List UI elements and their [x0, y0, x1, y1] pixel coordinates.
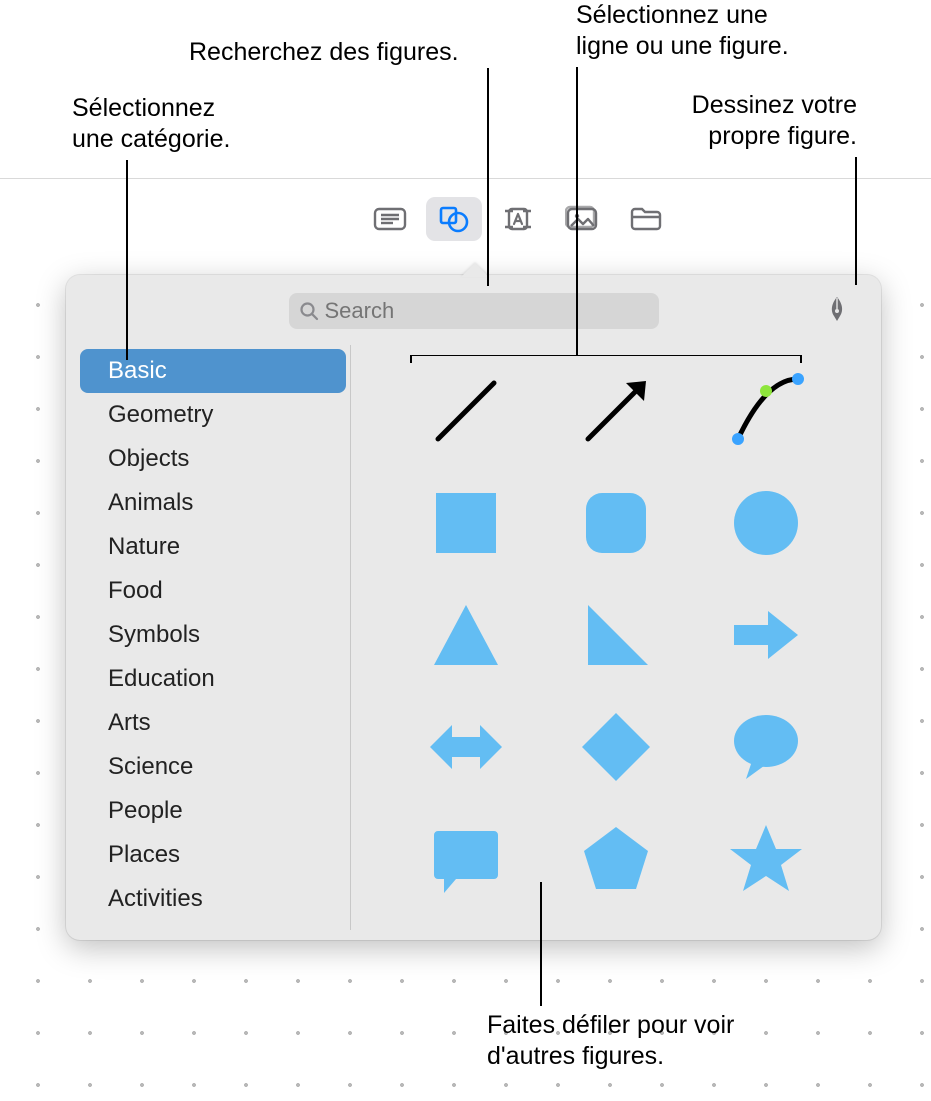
- callout-search-shapes: Recherchez des figures.: [189, 37, 459, 68]
- category-item-science[interactable]: Science: [80, 745, 346, 789]
- panel-body: Basic Geometry Objects Animals Nature Fo…: [76, 345, 871, 930]
- category-item-objects[interactable]: Objects: [80, 437, 346, 481]
- callout-scroll-more: Faites défiler pour voir d'autres figure…: [487, 1010, 734, 1073]
- draw-shape-button[interactable]: [815, 289, 859, 329]
- shape-diamond[interactable]: [566, 697, 666, 797]
- toolbar-button-folder[interactable]: [618, 197, 674, 241]
- category-item-activities[interactable]: Activities: [80, 877, 346, 921]
- toolbar-button-shapes[interactable]: [426, 197, 482, 241]
- shape-callout-rect[interactable]: [416, 809, 516, 909]
- callout-bracket-right: [800, 355, 802, 363]
- shape-arrow-right[interactable]: [716, 585, 816, 685]
- shapes-popover: Basic Geometry Objects Animals Nature Fo…: [66, 275, 881, 940]
- shape-rounded-square[interactable]: [566, 473, 666, 573]
- toolbar-button-text-styles[interactable]: [362, 197, 418, 241]
- callout-select-shape: Sélectionnez une ligne ou une figure.: [576, 0, 789, 63]
- pen-icon: [822, 294, 852, 324]
- callout-bracket-top: [410, 355, 800, 365]
- category-item-symbols[interactable]: Symbols: [80, 613, 346, 657]
- callout-line-scroll: [540, 882, 542, 1006]
- callout-line-shape: [576, 67, 578, 355]
- shapes-grid: [351, 345, 871, 930]
- shape-star[interactable]: [716, 809, 816, 909]
- category-item-animals[interactable]: Animals: [80, 481, 346, 525]
- callout-bracket-left: [410, 355, 412, 363]
- search-icon: [299, 301, 319, 321]
- category-item-education[interactable]: Education: [80, 657, 346, 701]
- shape-curve[interactable]: [716, 361, 816, 461]
- shape-circle[interactable]: [716, 473, 816, 573]
- search-row: [66, 289, 881, 333]
- toolbar-button-image[interactable]: [554, 197, 610, 241]
- category-item-food[interactable]: Food: [80, 569, 346, 613]
- category-item-geometry[interactable]: Geometry: [80, 393, 346, 437]
- category-item-places[interactable]: Places: [80, 833, 346, 877]
- shape-line[interactable]: [416, 361, 516, 461]
- category-item-people[interactable]: People: [80, 789, 346, 833]
- callout-line-search: [487, 68, 489, 286]
- callout-select-category: Sélectionnez une catégorie.: [72, 93, 230, 156]
- search-input[interactable]: [325, 298, 659, 324]
- callout-draw-shape: Dessinez votre propre figure.: [677, 90, 857, 153]
- shape-square[interactable]: [416, 473, 516, 573]
- category-item-nature[interactable]: Nature: [80, 525, 346, 569]
- shape-triangle[interactable]: [416, 585, 516, 685]
- toolbar-button-textbox[interactable]: [490, 197, 546, 241]
- shape-pentagon[interactable]: [566, 809, 666, 909]
- shape-right-triangle[interactable]: [566, 585, 666, 685]
- shape-speech-bubble[interactable]: [716, 697, 816, 797]
- category-sidebar: Basic Geometry Objects Animals Nature Fo…: [76, 345, 351, 930]
- shape-arrow-line[interactable]: [566, 361, 666, 461]
- callout-line-draw: [855, 157, 857, 285]
- search-field[interactable]: [289, 293, 659, 329]
- category-item-basic[interactable]: Basic: [80, 349, 346, 393]
- shape-arrow-both[interactable]: [416, 697, 516, 797]
- category-item-arts[interactable]: Arts: [80, 701, 346, 745]
- toolbar: [362, 197, 674, 241]
- toolbar-separator: [0, 178, 931, 179]
- callout-line-category: [126, 160, 128, 360]
